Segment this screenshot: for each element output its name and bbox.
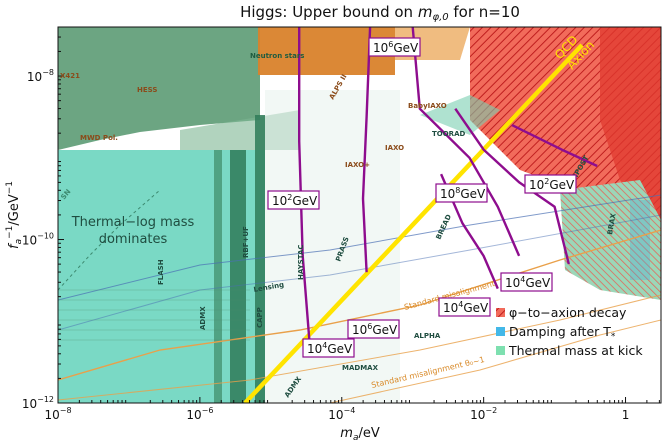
contour-label-box: 104GeV (302, 338, 355, 358)
contour-label-box: 104GeV (500, 272, 553, 292)
y-axis-label: fa−1/GeV−1 (5, 181, 24, 249)
contour-label-box: 106GeV (347, 319, 400, 339)
legend-label: φ−to−axion decay (509, 305, 627, 320)
exp-label-madmax: MADMAX (342, 364, 379, 372)
neutron-star-band (258, 27, 395, 75)
exp-label-alpha: ALPHA (414, 332, 441, 340)
exp-label-mwd-pol: MWD Pol. (80, 134, 118, 142)
contour-line (361, 27, 372, 273)
exp-label-haystac: HAYSTAC (297, 244, 305, 280)
region-label-dominates: dominates (99, 232, 168, 247)
chart-title: Higgs: Upper bound on mφ,0 for n=10 (240, 3, 520, 23)
x-tick-label: 10−6 (186, 406, 213, 422)
exp-label-hess: HESS (137, 86, 157, 94)
legend-item: Damping after T* (496, 324, 616, 342)
excluded-green-top-left (58, 27, 260, 150)
exp-label-babyiaxo: BabyIAXO (408, 102, 447, 110)
x-tick-label: 10−2 (470, 406, 497, 422)
contour-label-box: 104GeV (438, 297, 491, 317)
y-tick-label: 10−12 (22, 395, 54, 411)
exp-label-rbf-uf: RBF+UF (242, 226, 250, 258)
legend-label: Thermal mass at kick (508, 343, 643, 358)
svg-text:102GeV: 102GeV (272, 193, 318, 208)
exp-label-iaxo: IAXO (385, 144, 404, 152)
exp-label-toorad: TOORAD (432, 130, 465, 138)
thermal-hatch-patch (560, 180, 661, 300)
x-axis-label: ma/eV (340, 426, 380, 441)
contour-line (511, 124, 598, 168)
contour-labels: 106GeV 102GeV 108GeV 102GeV 104GeV 106Ge… (267, 37, 577, 358)
x-tick-label: 10−8 (44, 406, 71, 422)
svg-text:104GeV: 104GeV (505, 275, 551, 290)
x-tick-label: 1 (622, 408, 630, 422)
exp-label-admx-left: ADMX (199, 306, 207, 330)
x-tick-label: 10−4 (328, 406, 355, 422)
legend-label: Damping after T* (509, 324, 616, 342)
legend-swatch (496, 327, 505, 336)
contour-label-box: 102GeV (267, 190, 320, 210)
y-tick-label: 10−10 (22, 232, 54, 248)
exp-label-flash: FLASH (157, 259, 165, 285)
exp-label-x421: X421 (60, 72, 80, 80)
exp-label-neutron-stars: Neutron stars (250, 52, 304, 60)
contour-line (454, 108, 570, 265)
contour-label-box: 108GeV (435, 183, 488, 203)
svg-text:102GeV: 102GeV (529, 177, 575, 192)
contour-line (411, 27, 521, 257)
legend: φ−to−axion decay Damping after T* Therma… (496, 305, 643, 358)
svg-text:106GeV: 106GeV (352, 322, 398, 337)
svg-text:104GeV: 104GeV (443, 300, 489, 315)
qcd-axion-line (243, 43, 584, 403)
contour-label-box: 106GeV (368, 37, 421, 57)
region-label-thermal: Thermal−log mass (71, 215, 195, 230)
legend-swatch (496, 346, 505, 355)
svg-text:108GeV: 108GeV (440, 186, 486, 201)
exp-label-capp: CAPP (256, 307, 264, 328)
svg-text:106GeV: 106GeV (373, 40, 419, 55)
exp-label-brax: BRAX (606, 212, 618, 235)
exp-label-iaxo-plus: IAXO+ (345, 161, 370, 169)
legend-item: Thermal mass at kick (496, 343, 643, 358)
legend-swatch (496, 308, 505, 317)
legend-item: φ−to−axion decay (496, 305, 627, 320)
contour-label-box: 102GeV (524, 174, 577, 194)
plot-regions (58, 27, 661, 403)
svg-text:104GeV: 104GeV (307, 341, 353, 356)
y-tick-label: 10−8 (27, 68, 54, 84)
